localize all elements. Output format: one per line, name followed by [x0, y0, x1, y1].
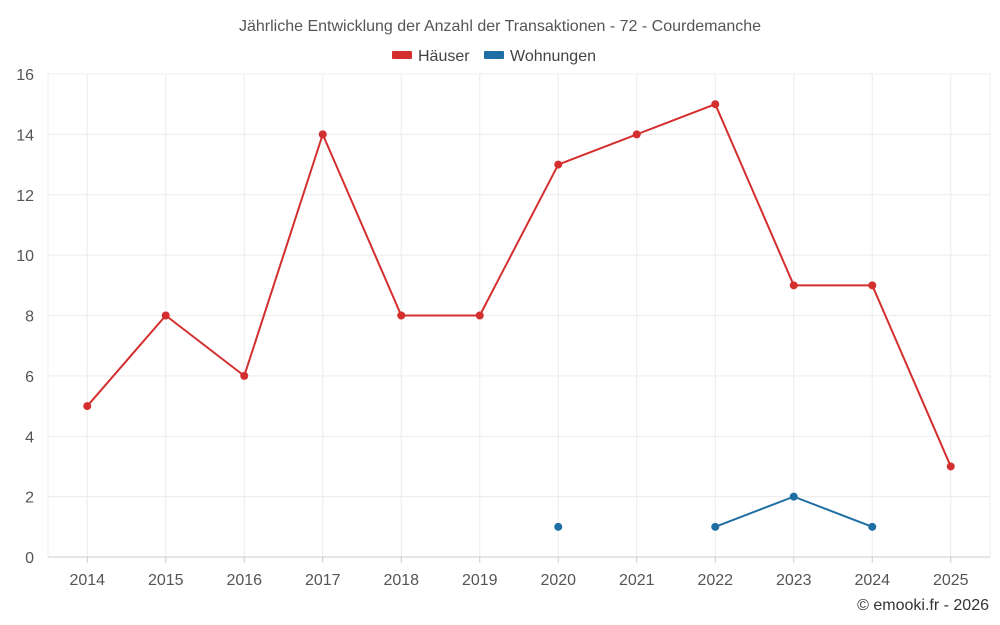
data-point-wohnungen[interactable]: [554, 522, 563, 531]
legend-swatch-haeuser: [392, 51, 412, 59]
data-point-haeuser[interactable]: [318, 130, 327, 139]
y-tick-label: 16: [16, 67, 34, 84]
data-point-haeuser[interactable]: [868, 281, 877, 290]
series-line-haeuser: [86, 103, 952, 467]
credit-text: © emooki.fr - 2026: [857, 597, 989, 614]
x-tick-label: 2023: [776, 572, 812, 589]
legend-label-wohnungen[interactable]: Wohnungen: [510, 48, 596, 65]
x-tick-label: 2015: [148, 572, 184, 589]
data-point-haeuser[interactable]: [632, 130, 641, 139]
data-point-wohnungen[interactable]: [789, 492, 798, 501]
y-tick-label: 4: [25, 429, 34, 446]
x-tick-label: 2024: [854, 572, 890, 589]
x-tick-label: 2014: [69, 572, 105, 589]
y-tick-label: 0: [25, 550, 34, 567]
y-tick-label: 2: [25, 490, 34, 507]
y-tick-label: 10: [16, 248, 34, 265]
legend-label-haeuser[interactable]: Häuser: [418, 48, 470, 65]
x-tick-label: 2017: [305, 572, 341, 589]
axes: 0 2 4 6 8 10 12 14 16 2014 2015 2016 2017 2018 2019 202…: [16, 67, 990, 589]
grid: [47, 73, 991, 557]
y-tick-label: 8: [25, 309, 34, 326]
data-point-wohnungen[interactable]: [711, 522, 720, 531]
x-tick-label: 2021: [619, 572, 655, 589]
data-point-haeuser[interactable]: [161, 311, 170, 320]
y-tick-label: 6: [25, 369, 34, 386]
data-point-haeuser[interactable]: [397, 311, 406, 320]
y-tick-label: 14: [16, 127, 34, 144]
data-point-wohnungen[interactable]: [868, 522, 877, 531]
series: [83, 100, 955, 531]
x-tick-label: 2019: [462, 572, 498, 589]
data-point-haeuser[interactable]: [240, 371, 249, 380]
x-tick-label: 2022: [697, 572, 733, 589]
legend: Häuser Wohnungen: [392, 48, 596, 65]
data-point-haeuser[interactable]: [789, 281, 798, 290]
chart-title: Jährliche Entwicklung der Anzahl der Tra…: [239, 18, 761, 35]
x-tick-label: 2025: [933, 572, 969, 589]
data-point-haeuser[interactable]: [554, 160, 563, 169]
x-tick-label: 2020: [540, 572, 576, 589]
y-tick-label: 12: [16, 188, 34, 205]
x-tick-label: 2016: [226, 572, 262, 589]
data-point-haeuser[interactable]: [711, 100, 720, 109]
data-point-haeuser[interactable]: [475, 311, 484, 320]
x-tick-label: 2018: [383, 572, 419, 589]
data-point-haeuser[interactable]: [83, 402, 92, 411]
legend-swatch-wohnungen: [484, 51, 504, 59]
data-point-haeuser[interactable]: [946, 462, 955, 471]
